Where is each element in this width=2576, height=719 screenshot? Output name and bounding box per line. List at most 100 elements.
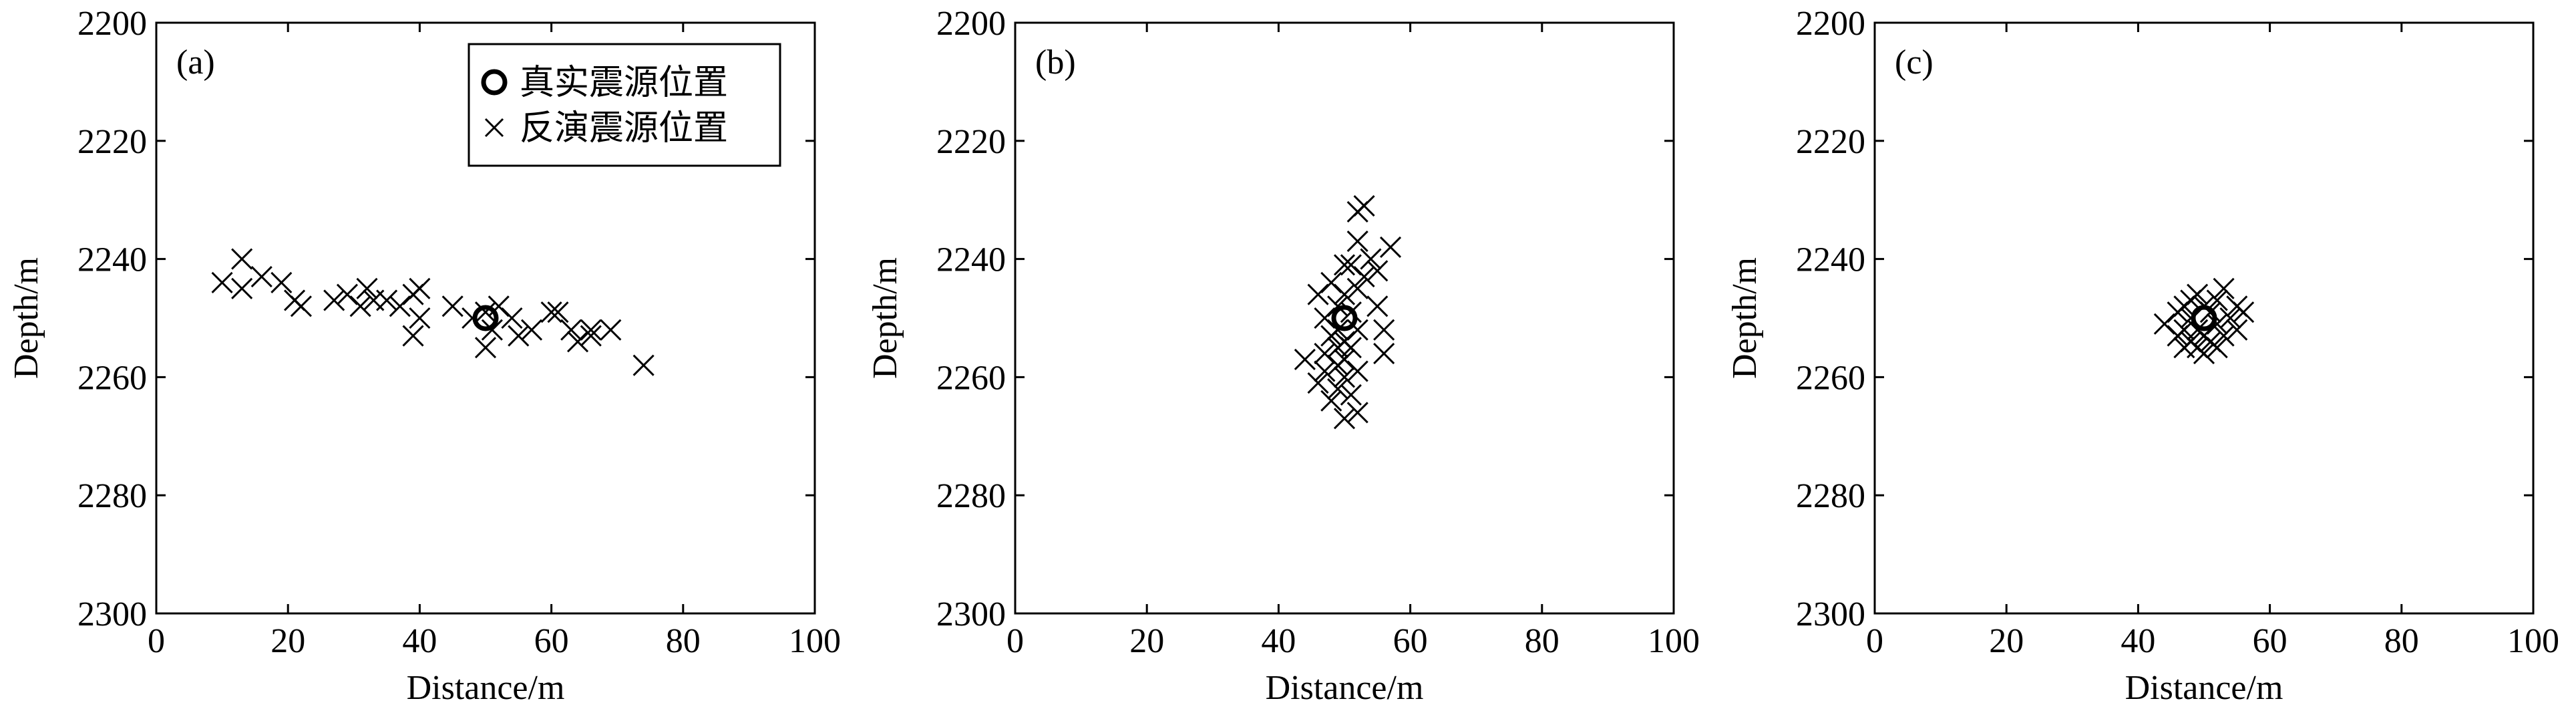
inverted-source-marker [1346, 277, 1368, 299]
inverted-source-marker [1340, 384, 1362, 406]
inverted-source-marker [2213, 277, 2235, 299]
inverted-source-marker [231, 277, 253, 299]
true-source-marker [472, 305, 499, 331]
y-tick-label: 2240 [936, 241, 1006, 279]
inverted-source-marker [1346, 231, 1368, 253]
inverted-source-marker [1373, 342, 1395, 365]
inverted-source-marker [323, 289, 345, 311]
inverted-source-marker [231, 248, 253, 270]
y-axis-label: Depth/m [866, 257, 904, 379]
inverted-source-marker [250, 266, 272, 288]
inverted-source-marker [1320, 390, 1342, 412]
inverted-source-marker [547, 301, 569, 323]
legend-label: 反演震源位置 [520, 110, 728, 148]
x-tick-label: 60 [2253, 622, 2287, 660]
x-tick-label: 100 [2507, 622, 2559, 660]
panel-label: (c) [1895, 43, 1934, 82]
inverted-source-marker [2206, 313, 2228, 335]
y-tick-label: 2260 [77, 359, 147, 397]
panel: 0 20 40 60 80 100 2200 2220 2240 2260 2280 2300 Dist… [1726, 5, 2559, 707]
inverted-source-marker [632, 354, 655, 376]
x-axis-label: Distance/m [407, 669, 565, 707]
x-tick-label: 40 [1261, 622, 1296, 660]
inverted-source-marker [501, 307, 523, 329]
inverted-source-marker [1366, 295, 1389, 317]
inverted-source-marker [402, 325, 424, 347]
y-axis-label: Depth/m [1726, 257, 1764, 379]
y-tick-label: 2220 [77, 123, 147, 161]
inverted-source-marker [211, 271, 233, 294]
inverted-source-marker [1333, 283, 1356, 305]
y-tick-label: 2260 [936, 359, 1006, 397]
inverted-source-marker [1360, 248, 1382, 270]
inverted-source-marker [600, 319, 622, 341]
x-axis-label: Distance/m [1266, 669, 1424, 707]
inverted-source-marker [356, 277, 378, 299]
inverted-source-marker [290, 295, 312, 317]
y-tick-label: 2200 [77, 5, 147, 43]
inverted-source-marker [1333, 366, 1356, 388]
panel: 0 20 40 60 80 100 2200 2220 2240 2260 2280 2300 Dist… [866, 5, 1700, 707]
y-tick-label: 2300 [77, 595, 147, 633]
y-tick-label: 2220 [936, 123, 1006, 161]
legend-marker [481, 69, 508, 96]
y-tick-label: 2240 [77, 241, 147, 279]
inverted-source-marker [409, 307, 431, 329]
inverted-source-marker [409, 277, 431, 299]
x-tick-label: 80 [666, 622, 701, 660]
inverted-source-marker [1366, 260, 1389, 282]
inverted-source-marker [1327, 295, 1349, 317]
inverted-source-marker [580, 319, 602, 341]
legend-marker [484, 118, 504, 138]
x-tick-label: 0 [148, 622, 165, 660]
y-tick-label: 2240 [1796, 241, 1865, 279]
inverted-source-marker [2199, 301, 2221, 323]
x-tick-label: 40 [402, 622, 437, 660]
inverted-source-marker [1346, 402, 1368, 424]
inverted-source-marker [1340, 301, 1362, 323]
y-tick-label: 2200 [936, 5, 1006, 43]
x-tick-label: 0 [1006, 622, 1024, 660]
plot-frame [1873, 21, 2535, 615]
y-tick-label: 2220 [1796, 123, 1865, 161]
inverted-source-marker [1294, 348, 1316, 370]
y-tick-label: 2280 [936, 477, 1006, 515]
x-tick-label: 0 [1866, 622, 1883, 660]
inverted-source-marker [560, 319, 582, 341]
inverted-source-marker [376, 289, 398, 311]
inverted-source-marker [2226, 319, 2248, 341]
inverted-source-marker [1314, 360, 1336, 382]
x-tick-label: 80 [1525, 622, 1559, 660]
y-tick-label: 2200 [1796, 5, 1865, 43]
legend-label: 真实震源位置 [520, 64, 728, 102]
x-tick-label: 100 [789, 622, 841, 660]
inverted-source-marker [1333, 408, 1356, 430]
x-tick-label: 20 [270, 622, 305, 660]
x-tick-label: 20 [1989, 622, 2024, 660]
plot-frame [1014, 21, 1675, 615]
y-axis-label: Depth/m [7, 257, 45, 379]
inverted-source-marker [2233, 301, 2255, 323]
x-axis-label: Distance/m [2125, 669, 2283, 707]
inverted-source-marker [462, 307, 484, 329]
inverted-source-marker [1379, 236, 1402, 258]
x-tick-label: 100 [1648, 622, 1700, 660]
inverted-source-marker [1353, 194, 1375, 217]
x-tick-label: 60 [534, 622, 569, 660]
inverted-source-marker [1353, 266, 1375, 288]
y-tick-label: 2300 [936, 595, 1006, 633]
inverted-source-marker [474, 337, 497, 359]
inverted-source-marker [2187, 283, 2209, 305]
inverted-source-marker [1346, 319, 1368, 341]
inverted-source-marker [1327, 378, 1349, 400]
true-source-marker [1331, 305, 1358, 331]
inverted-source-marker [270, 271, 293, 294]
inverted-source-marker [2193, 342, 2215, 365]
inverted-source-marker [1346, 360, 1368, 382]
y-tick-label: 2280 [1796, 477, 1865, 515]
inverted-source-marker [520, 319, 543, 341]
inverted-source-marker [1327, 319, 1349, 341]
